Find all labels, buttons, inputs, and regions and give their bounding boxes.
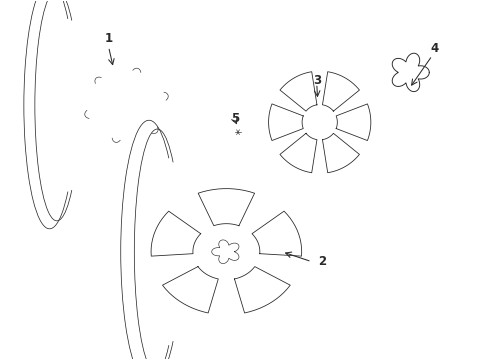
Text: 2: 2 [318,255,326,268]
Text: 5: 5 [231,112,239,125]
Text: 3: 3 [314,74,322,87]
Text: 4: 4 [430,42,439,55]
Text: 1: 1 [104,32,113,45]
